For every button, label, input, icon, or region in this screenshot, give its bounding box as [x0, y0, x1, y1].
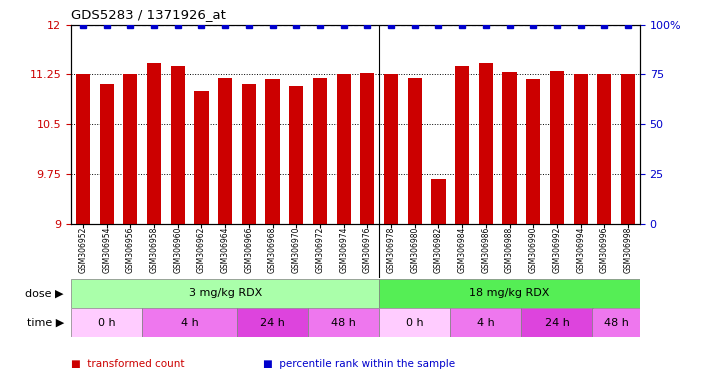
Text: 0 h: 0 h — [98, 318, 115, 328]
Text: GSM306986: GSM306986 — [481, 227, 491, 273]
Bar — [384, 74, 398, 224]
Text: GSM306956: GSM306956 — [126, 227, 135, 273]
Text: GSM306998: GSM306998 — [624, 227, 633, 273]
Bar — [574, 74, 588, 224]
Bar — [218, 78, 232, 224]
Text: GSM306966: GSM306966 — [245, 227, 253, 273]
Text: GSM306980: GSM306980 — [410, 227, 419, 273]
Bar — [621, 74, 635, 224]
Bar — [526, 79, 540, 224]
Bar — [100, 84, 114, 224]
Text: dose ▶: dose ▶ — [26, 288, 64, 298]
Bar — [171, 66, 185, 224]
Text: GSM306990: GSM306990 — [529, 227, 538, 273]
Bar — [71, 279, 379, 308]
Text: 4 h: 4 h — [477, 318, 495, 328]
Text: GSM306984: GSM306984 — [458, 227, 466, 273]
Text: 24 h: 24 h — [545, 318, 570, 328]
Bar — [308, 308, 379, 337]
Bar — [592, 308, 640, 337]
Bar — [313, 78, 327, 224]
Bar — [123, 74, 137, 224]
Text: GSM306992: GSM306992 — [552, 227, 562, 273]
Bar — [455, 66, 469, 224]
Bar — [379, 279, 640, 308]
Text: GSM306994: GSM306994 — [576, 227, 585, 273]
Text: GSM306958: GSM306958 — [149, 227, 159, 273]
Text: GSM306954: GSM306954 — [102, 227, 111, 273]
Text: GSM306988: GSM306988 — [505, 227, 514, 273]
Text: GSM306996: GSM306996 — [600, 227, 609, 273]
Bar — [450, 308, 521, 337]
Bar — [479, 63, 493, 224]
Text: ■  percentile rank within the sample: ■ percentile rank within the sample — [263, 359, 455, 369]
Text: GSM306978: GSM306978 — [387, 227, 395, 273]
Bar — [336, 74, 351, 224]
Bar — [407, 78, 422, 224]
Text: GSM306952: GSM306952 — [78, 227, 87, 273]
Bar — [142, 308, 237, 337]
Bar — [521, 308, 592, 337]
Bar — [550, 71, 564, 224]
Text: GSM306968: GSM306968 — [268, 227, 277, 273]
Text: GSM306982: GSM306982 — [434, 227, 443, 273]
Bar — [237, 308, 308, 337]
Text: 3 mg/kg RDX: 3 mg/kg RDX — [188, 288, 262, 298]
Text: 48 h: 48 h — [604, 318, 629, 328]
Text: GSM306974: GSM306974 — [339, 227, 348, 273]
Bar — [289, 86, 304, 224]
Text: 0 h: 0 h — [406, 318, 424, 328]
Text: 48 h: 48 h — [331, 318, 356, 328]
Bar — [503, 73, 517, 224]
Bar — [242, 84, 256, 224]
Text: 24 h: 24 h — [260, 318, 285, 328]
Bar — [194, 91, 208, 224]
Text: GSM306964: GSM306964 — [220, 227, 230, 273]
Text: GSM306960: GSM306960 — [173, 227, 182, 273]
Bar — [432, 179, 446, 224]
Text: 4 h: 4 h — [181, 318, 198, 328]
Bar — [379, 308, 450, 337]
Text: GSM306970: GSM306970 — [292, 227, 301, 273]
Text: GDS5283 / 1371926_at: GDS5283 / 1371926_at — [71, 8, 226, 21]
Bar — [76, 74, 90, 224]
Bar — [147, 63, 161, 224]
Text: GSM306976: GSM306976 — [363, 227, 372, 273]
Text: ■  transformed count: ■ transformed count — [71, 359, 185, 369]
Text: GSM306972: GSM306972 — [316, 227, 324, 273]
Text: 18 mg/kg RDX: 18 mg/kg RDX — [469, 288, 550, 298]
Bar — [71, 308, 142, 337]
Text: GSM306962: GSM306962 — [197, 227, 206, 273]
Text: time ▶: time ▶ — [27, 318, 64, 328]
Bar — [265, 79, 279, 224]
Bar — [597, 74, 611, 224]
Bar — [360, 73, 375, 224]
